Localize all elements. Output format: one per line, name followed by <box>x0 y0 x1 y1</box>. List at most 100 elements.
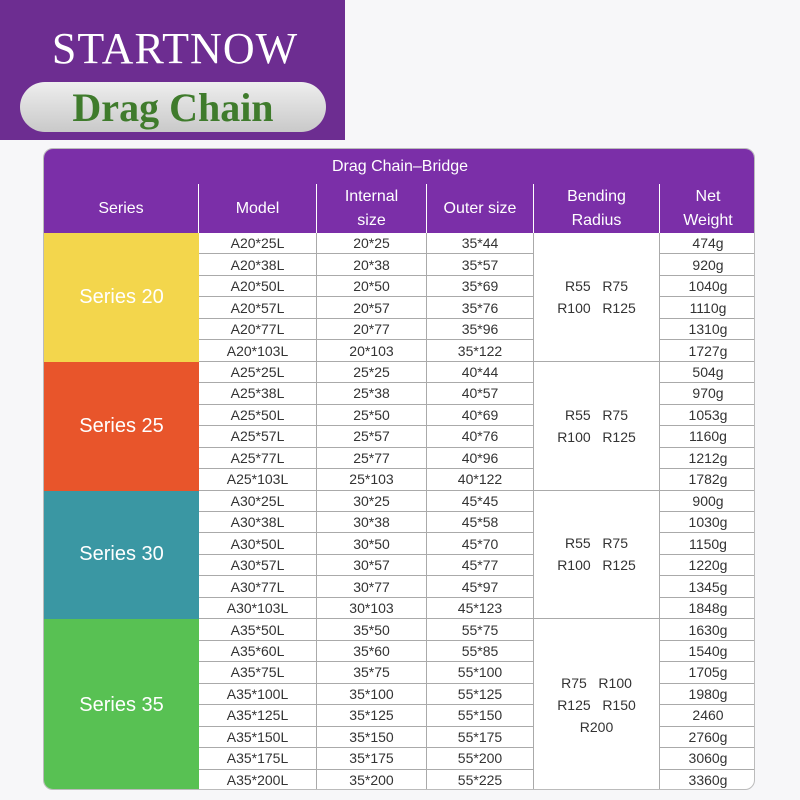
model: A35*50L <box>199 619 317 641</box>
net-weight: 3060g <box>660 748 754 770</box>
net-weight: 1220g <box>660 555 754 577</box>
outer-size: 55*175 <box>427 726 534 749</box>
internal-size: 35*150 <box>317 726 427 749</box>
internal-size: 35*175 <box>317 748 427 770</box>
model: A20*77L <box>199 318 317 341</box>
internal-size: 25*57 <box>317 426 427 448</box>
internal-size: 35*60 <box>317 640 427 663</box>
model: A25*77L <box>199 447 317 470</box>
outer-size: 40*57 <box>427 383 534 405</box>
outer-size: 40*122 <box>427 469 534 491</box>
page-title: Drag Chain <box>20 82 326 132</box>
model: A35*100L <box>199 683 317 706</box>
internal-size: 20*50 <box>317 275 427 298</box>
internal-size: 20*77 <box>317 318 427 341</box>
model: A25*103L <box>199 469 317 491</box>
outer-size: 35*96 <box>427 318 534 341</box>
column-header: Bending Radius <box>534 184 660 233</box>
net-weight: 1053g <box>660 405 754 427</box>
model: A20*103L <box>199 340 317 362</box>
net-weight: 474g <box>660 233 754 255</box>
net-weight: 1030g <box>660 512 754 534</box>
net-weight: 1212g <box>660 448 754 470</box>
bending-line: R100 R125 <box>557 299 636 316</box>
internal-size: 30*38 <box>317 512 427 534</box>
internal-size: 25*103 <box>317 469 427 491</box>
bending-line: R200 <box>579 718 614 735</box>
column-header: Outer size <box>427 184 534 233</box>
outer-size: 40*44 <box>427 361 534 384</box>
outer-size: 45*97 <box>427 576 534 598</box>
model: A30*38L <box>199 512 317 534</box>
net-weight: 1540g <box>660 641 754 663</box>
model: A35*200L <box>199 769 317 789</box>
outer-size: 55*200 <box>427 748 534 770</box>
bending-cell: R55 R75 R100 R125 <box>534 233 660 362</box>
bending-line: R100 R125 <box>557 557 636 574</box>
bending-cell: R75 R100 R125 R150 R200 <box>534 619 660 789</box>
outer-size: 55*150 <box>427 705 534 727</box>
model: A35*175L <box>199 748 317 770</box>
net-weight: 1110g <box>660 297 754 319</box>
net-weight: 2460 <box>660 705 754 727</box>
internal-size: 35*50 <box>317 619 427 641</box>
bending-line: R55 R75 <box>564 406 629 423</box>
internal-size: 35*200 <box>317 769 427 789</box>
internal-size: 30*57 <box>317 554 427 577</box>
model: A30*50L <box>199 533 317 555</box>
net-weight: 504g <box>660 362 754 384</box>
outer-size: 35*44 <box>427 233 534 255</box>
model: A30*25L <box>199 490 317 512</box>
outer-size: 55*85 <box>427 640 534 663</box>
outer-size: 55*75 <box>427 619 534 641</box>
internal-size: 30*25 <box>317 490 427 512</box>
outer-size: 45*77 <box>427 554 534 577</box>
net-weight: 1727g <box>660 340 754 362</box>
internal-size: 30*103 <box>317 597 427 620</box>
internal-size: 35*75 <box>317 662 427 684</box>
net-weight: 1040g <box>660 276 754 298</box>
bending-line: R55 R75 <box>564 277 629 294</box>
net-weight: 1630g <box>660 619 754 641</box>
net-weight: 1150g <box>660 533 754 555</box>
outer-size: 55*225 <box>427 769 534 789</box>
outer-size: 45*123 <box>427 597 534 620</box>
outer-size: 35*122 <box>427 340 534 362</box>
outer-size: 35*69 <box>427 275 534 298</box>
model: A30*77L <box>199 576 317 598</box>
outer-size: 35*57 <box>427 254 534 276</box>
net-weight: 1160g <box>660 426 754 448</box>
model: A20*50L <box>199 275 317 298</box>
series-cell: Series 35 <box>44 619 199 789</box>
table-title: Drag Chain–Bridge <box>44 149 754 184</box>
model: A30*103L <box>199 597 317 620</box>
model: A20*38L <box>199 254 317 276</box>
series-cell: Series 30 <box>44 490 199 620</box>
bending-cell: R55 R75 R100 R125 <box>534 490 660 620</box>
model: A35*60L <box>199 640 317 663</box>
internal-size: 30*77 <box>317 576 427 598</box>
outer-size: 40*76 <box>427 426 534 448</box>
net-weight: 970g <box>660 383 754 405</box>
model: A35*150L <box>199 726 317 749</box>
outer-size: 45*70 <box>427 533 534 555</box>
internal-size: 20*57 <box>317 297 427 319</box>
net-weight: 1782g <box>660 469 754 491</box>
internal-size: 30*50 <box>317 533 427 555</box>
net-weight: 3360g <box>660 770 754 789</box>
bending-cell: R55 R75 R100 R125 <box>534 361 660 491</box>
model: A35*75L <box>199 662 317 684</box>
model: A25*50L <box>199 404 317 427</box>
column-header: Net Weight <box>660 184 754 233</box>
internal-size: 25*77 <box>317 447 427 470</box>
model: A25*57L <box>199 426 317 448</box>
model: A25*38L <box>199 383 317 405</box>
model: A20*25L <box>199 233 317 255</box>
bending-line: R75 R100 <box>561 674 632 691</box>
outer-size: 55*100 <box>427 662 534 684</box>
internal-size: 20*25 <box>317 233 427 255</box>
model: A35*125L <box>199 705 317 727</box>
net-weight: 2760g <box>660 727 754 749</box>
internal-size: 25*50 <box>317 404 427 427</box>
net-weight: 1345g <box>660 576 754 598</box>
